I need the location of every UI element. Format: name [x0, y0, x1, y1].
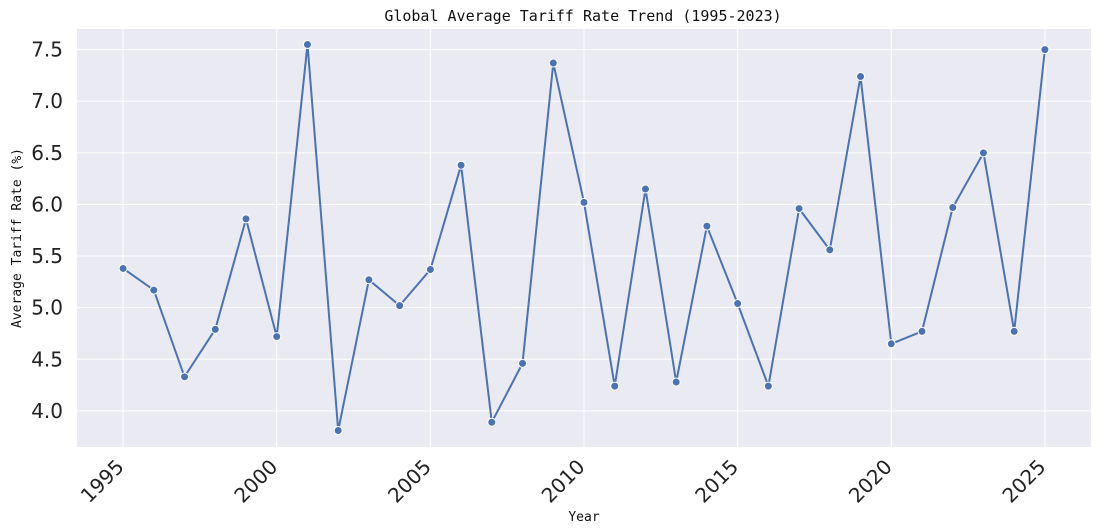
x-tick-labels: 1995 2000 2005 2010 2015 2020 2025: [76, 455, 1051, 508]
data-point: [1009, 326, 1019, 336]
x-tick-label: 1995: [76, 455, 129, 508]
data-point: [149, 285, 159, 295]
y-tick-label: 6.0: [31, 192, 63, 216]
data-point: [548, 58, 558, 68]
data-point: [210, 324, 220, 334]
data-point: [856, 71, 866, 81]
data-point: [794, 204, 804, 214]
data-point: [733, 299, 743, 309]
x-tick-label: 2020: [844, 455, 897, 508]
data-point: [825, 245, 835, 255]
data-point: [1040, 45, 1050, 55]
y-axis-label: Average Tariff Rate (%): [10, 148, 25, 328]
data-point: [978, 148, 988, 158]
x-tick-label: 2015: [690, 455, 743, 508]
data-point: [180, 372, 190, 382]
data-point: [610, 381, 620, 391]
x-tick-label: 2025: [997, 455, 1050, 508]
data-point: [948, 203, 958, 213]
data-point: [302, 39, 312, 49]
data-point: [456, 160, 466, 170]
data-point: [702, 221, 712, 231]
y-tick-label: 5.0: [31, 296, 63, 320]
y-tick-label: 6.5: [31, 141, 63, 165]
data-point: [886, 339, 896, 349]
data-point: [241, 214, 251, 224]
data-point: [333, 425, 343, 435]
data-point: [640, 184, 650, 194]
x-tick-label: 2000: [229, 455, 282, 508]
data-point: [671, 377, 681, 387]
x-tick-label: 2005: [383, 455, 436, 508]
data-point: [364, 275, 374, 285]
x-tick-label: 2010: [537, 455, 590, 508]
data-point: [425, 264, 435, 274]
data-point: [917, 326, 927, 336]
data-point: [395, 301, 405, 311]
data-points: [118, 39, 1050, 435]
y-tick-label: 7.5: [31, 38, 63, 62]
x-axis-label: Year: [568, 510, 599, 525]
data-point: [118, 263, 128, 273]
data-point: [487, 417, 497, 427]
y-tick-label: 4.5: [31, 347, 63, 371]
data-point: [272, 332, 282, 342]
chart-title: Global Average Tariff Rate Trend (1995-2…: [384, 7, 781, 25]
data-point: [579, 197, 589, 207]
data-point: [518, 358, 528, 368]
y-tick-label: 4.0: [31, 399, 63, 423]
data-point: [763, 381, 773, 391]
y-tick-labels: 4.0 4.5 5.0 5.5 6.0 6.5 7.0 7.5: [31, 38, 63, 423]
y-tick-label: 5.5: [31, 244, 63, 268]
y-tick-label: 7.0: [31, 89, 63, 113]
grid-lines: [77, 29, 1091, 447]
